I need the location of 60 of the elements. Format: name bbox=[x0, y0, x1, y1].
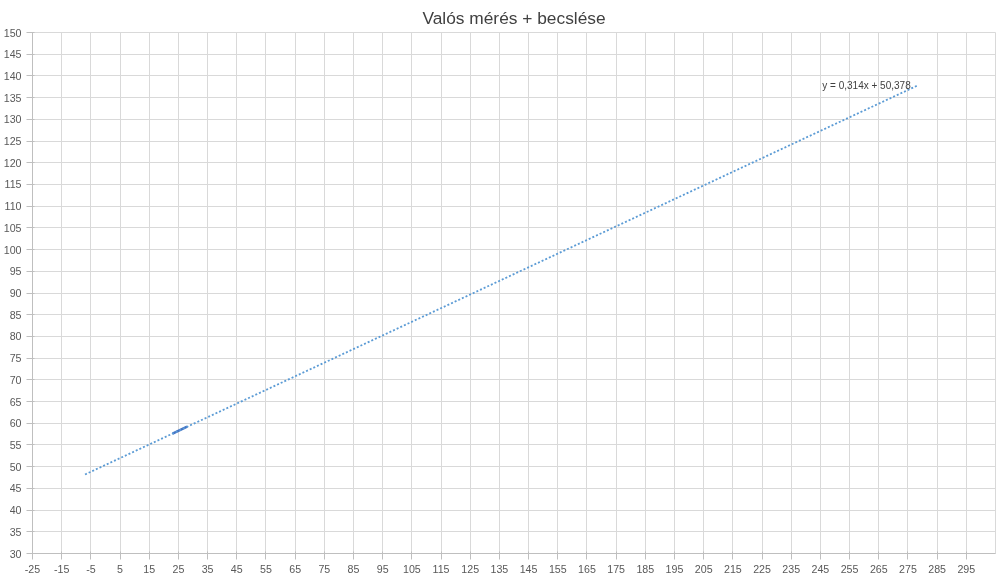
x-tick-label: 165 bbox=[578, 562, 596, 575]
annotation: y = 0,314x + 50,378 bbox=[822, 80, 912, 92]
chart-title: Valós mérés + becslése bbox=[422, 7, 606, 28]
x-tick-label: 75 bbox=[318, 562, 331, 575]
y-tick-label: 55 bbox=[9, 438, 22, 451]
x-tick-label: 45 bbox=[230, 562, 243, 575]
x-tick-label: 275 bbox=[899, 562, 917, 575]
x-tick-label: -5 bbox=[86, 562, 96, 575]
x-tick-label: 225 bbox=[753, 562, 772, 575]
x-tick-label: 95 bbox=[376, 562, 389, 575]
x-tick-label: -15 bbox=[53, 562, 70, 575]
y-tick-label: 85 bbox=[9, 308, 22, 321]
x-tick-label: 285 bbox=[928, 562, 947, 575]
y-tick-label: 80 bbox=[9, 330, 22, 343]
y-tick-label: 135 bbox=[3, 91, 22, 104]
x-tick-label: 85 bbox=[347, 562, 360, 575]
x-tick-label: 205 bbox=[694, 562, 713, 575]
x-tick-label: 185 bbox=[636, 562, 655, 575]
y-tick-label: 40 bbox=[9, 504, 22, 517]
y-tick-label: 140 bbox=[3, 69, 22, 82]
y-tick-label: 30 bbox=[9, 547, 22, 560]
x-tick-label: 25 bbox=[172, 562, 185, 575]
x-tick-label: 65 bbox=[289, 562, 302, 575]
y-tick-label: 65 bbox=[9, 395, 22, 408]
y-tick-label: 90 bbox=[9, 287, 22, 299]
x-tick-label: 265 bbox=[869, 562, 888, 575]
y-tick-label: 100 bbox=[3, 243, 22, 256]
x-tick-label: -25 bbox=[24, 562, 41, 575]
y-tick-label: 50 bbox=[9, 460, 22, 473]
x-tick-label: 5 bbox=[117, 562, 124, 575]
y-tick-label: 35 bbox=[9, 525, 22, 538]
x-tick-label: 135 bbox=[490, 562, 509, 575]
y-tick-label: 125 bbox=[3, 135, 22, 148]
x-tick-label: 235 bbox=[782, 562, 801, 575]
x-tick-label: 255 bbox=[840, 562, 859, 575]
x-tick-label: 155 bbox=[548, 562, 567, 575]
x-tick-label: 105 bbox=[402, 562, 421, 575]
y-tick-label: 105 bbox=[3, 221, 22, 234]
x-tick-label: 35 bbox=[201, 562, 214, 575]
y-tick-label: 120 bbox=[3, 156, 22, 169]
x-tick-label: 115 bbox=[432, 562, 450, 575]
x-tick-label: 245 bbox=[811, 562, 830, 575]
x-tick-label: 295 bbox=[957, 562, 976, 575]
y-tick-label: 145 bbox=[3, 48, 22, 61]
x-tick-label: 145 bbox=[519, 562, 538, 575]
y-tick-label: 60 bbox=[9, 417, 22, 430]
x-tick-label: 125 bbox=[461, 562, 480, 575]
y-tick-label: 70 bbox=[9, 373, 22, 386]
x-tick-label: 195 bbox=[665, 562, 684, 575]
y-tick-label: 45 bbox=[9, 482, 22, 495]
y-tick-label: 150 bbox=[3, 26, 22, 39]
x-tick-label: 55 bbox=[260, 562, 272, 575]
y-tick-label: 130 bbox=[3, 113, 22, 126]
x-tick-label: 175 bbox=[607, 562, 626, 575]
y-tick-label: 110 bbox=[4, 200, 22, 213]
x-tick-label: 215 bbox=[723, 562, 742, 575]
y-tick-label: 75 bbox=[9, 352, 22, 365]
y-tick-label: 115 bbox=[4, 178, 22, 191]
x-tick-label: 15 bbox=[143, 562, 156, 575]
y-tick-label: 95 bbox=[9, 265, 22, 278]
